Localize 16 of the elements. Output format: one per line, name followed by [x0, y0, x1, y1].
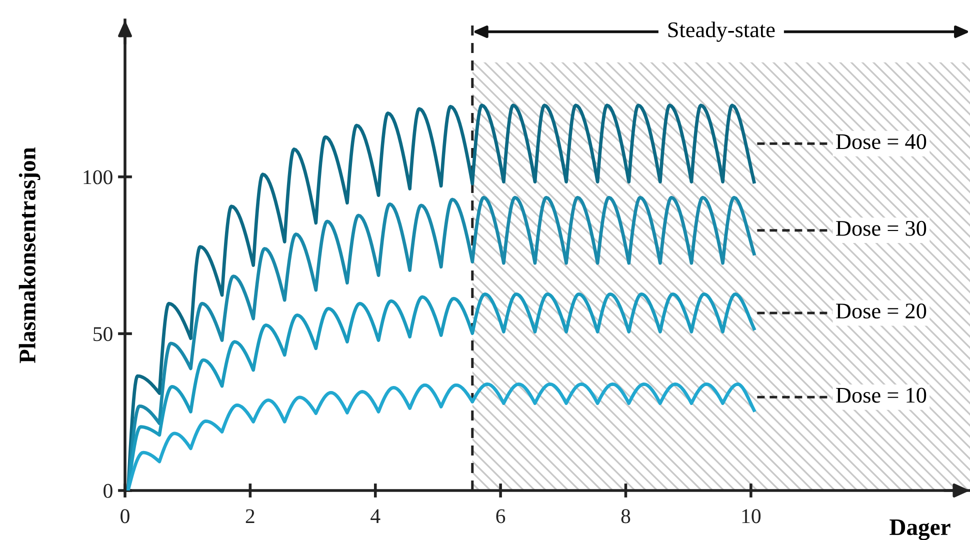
x-tick-label: 10: [742, 509, 761, 524]
x-tick-label: 0: [120, 509, 130, 524]
text: Dose = 40: [836, 134, 926, 150]
x-axis-title: Dager: [890, 519, 950, 540]
y-tick-label: 100: [84, 170, 112, 184]
text: Dose = 10: [836, 388, 926, 403]
y-axis-title: Plasmakonsentrasjon: [18, 147, 40, 364]
band-label: Steady-state: [668, 22, 775, 42]
x-tick-label: 8: [621, 509, 630, 524]
x-tick-label: 4: [370, 509, 380, 524]
x-tick-label: 6: [496, 509, 506, 524]
y-tick-label: 0: [104, 484, 112, 498]
text: Dose = 20: [836, 304, 926, 319]
y-tick-label: 50: [94, 327, 112, 342]
x-tick-label: 2: [246, 509, 254, 524]
text: Dose = 30: [836, 220, 926, 236]
